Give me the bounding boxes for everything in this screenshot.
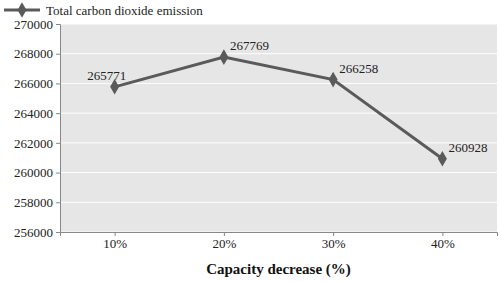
y-tick-label: 260000 (14, 165, 53, 180)
y-tick-label: 266000 (14, 76, 53, 91)
x-tick-label: 40% (431, 236, 455, 251)
x-tick: 30% (322, 232, 346, 251)
y-tick: 264000 (14, 106, 60, 121)
y-axis-line (56, 25, 61, 233)
legend-marker (18, 2, 27, 18)
legend: Total carbon dioxide emission (4, 2, 203, 18)
y-tick-label: 256000 (14, 225, 53, 240)
data-label: 266258 (339, 61, 378, 76)
y-tick-mark (56, 83, 60, 84)
x-axis-title: Capacity decrease (%) (206, 261, 351, 278)
series-marker (438, 151, 447, 167)
y-tick-mark (56, 113, 60, 114)
grid-line (60, 202, 497, 203)
plot-marks (110, 49, 447, 166)
y-tick-mark (56, 54, 60, 55)
series-marker (329, 72, 338, 88)
legend-label: Total carbon dioxide emission (46, 3, 203, 18)
y-tick-label: 264000 (14, 106, 53, 121)
x-tick-label: 20% (212, 236, 236, 251)
y-tick-label: 262000 (14, 136, 53, 151)
y-tick-label: 270000 (14, 17, 53, 32)
y-axis: 256000 258000 260000 262000 264000 266000 2680… (14, 17, 61, 240)
y-tick: 266000 (14, 76, 60, 91)
grid (60, 24, 497, 232)
x-tick-label: 30% (322, 236, 346, 251)
y-tick: 258000 (14, 195, 60, 210)
y-tick: 270000 (14, 17, 60, 32)
y-tick: 268000 (14, 46, 60, 61)
y-tick-mark (56, 24, 60, 25)
chart: 256000 258000 260000 262000 264000 266000 2680… (0, 0, 500, 282)
y-tick-mark (56, 143, 60, 144)
plot-background (60, 24, 497, 232)
series-marker (219, 49, 228, 65)
y-tick-mark (56, 202, 60, 203)
x-tick-label: 10% (103, 236, 127, 251)
y-tick: 262000 (14, 136, 60, 151)
y-tick-mark (56, 173, 60, 174)
x-tick: 10% (103, 232, 127, 251)
grid-line (60, 53, 497, 54)
y-tick: 256000 (14, 225, 60, 240)
y-tick-label: 268000 (14, 46, 53, 61)
grid-line (60, 172, 497, 173)
data-label: 260928 (448, 140, 487, 155)
x-axis: 10% 20% 30% 40% (61, 232, 498, 251)
data-label: 267769 (230, 38, 269, 53)
grid-line (60, 24, 497, 25)
x-tick: 40% (431, 232, 455, 251)
data-labels: 265771 267769 266258 260928 (87, 38, 487, 155)
y-tick-mark (56, 232, 60, 233)
y-tick: 260000 (14, 165, 60, 180)
grid-line (60, 113, 497, 114)
y-tick-label: 258000 (14, 195, 53, 210)
series-line (115, 57, 443, 159)
grid-line (60, 142, 497, 143)
x-tick: 20% (212, 232, 236, 251)
data-label: 265771 (87, 68, 126, 83)
